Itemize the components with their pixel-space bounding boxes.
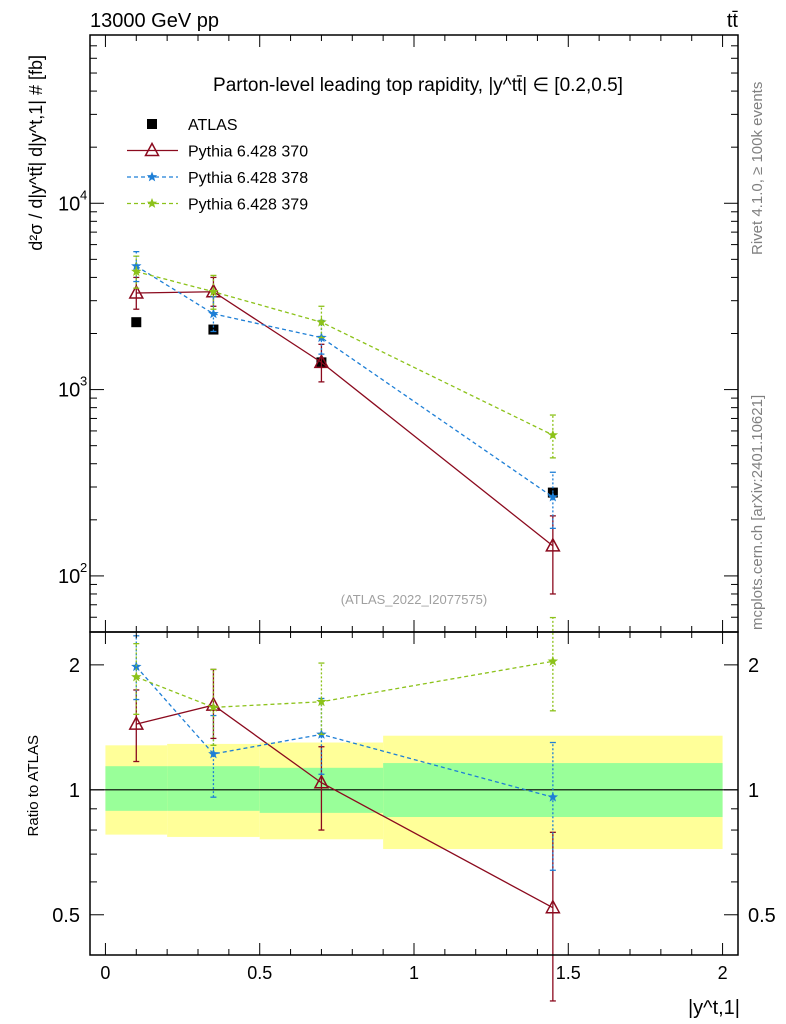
data-point-p378 bbox=[131, 260, 142, 271]
data-point-p370 bbox=[545, 537, 561, 552]
legend-marker-atlas bbox=[147, 119, 157, 129]
legend-item-p378: Pythia 6.428 378 bbox=[127, 170, 308, 187]
ratio-tick-label-left: 1 bbox=[69, 780, 80, 802]
legend-item-p379: Pythia 6.428 379 bbox=[127, 197, 308, 214]
y-tick-label: 10 bbox=[58, 566, 80, 588]
ratio-point-p378 bbox=[208, 748, 219, 759]
rivet-label: Rivet 4.1.0, ≥ 100k events bbox=[749, 82, 766, 255]
ratio-point-p370 bbox=[128, 715, 145, 730]
series-p378 bbox=[131, 250, 559, 871]
data-point-p379 bbox=[208, 286, 219, 297]
ratio-y-axis-label: Ratio to ATLAS bbox=[25, 735, 42, 836]
data-point-p379 bbox=[547, 429, 559, 440]
analysis-label: (ATLAS_2022_I2077575) bbox=[341, 592, 487, 607]
legend: ATLAS Pythia 6.428 370 Pythia 6.428 378 Pyt… bbox=[127, 117, 308, 214]
ratio-point-p379 bbox=[316, 696, 327, 707]
series-p379 bbox=[131, 255, 559, 746]
ratio-point-p379 bbox=[131, 671, 142, 682]
ratio-point-p379 bbox=[547, 655, 559, 666]
legend-marker-p370 bbox=[144, 141, 160, 157]
ratio-point-p370 bbox=[313, 774, 330, 789]
ratio-tick-label-right: 0.5 bbox=[748, 905, 776, 927]
series-atlas bbox=[131, 317, 558, 498]
ratio-point-p379 bbox=[208, 701, 219, 712]
ratio-point-p378 bbox=[547, 791, 559, 802]
legend-label: Pythia 6.428 379 bbox=[188, 197, 308, 214]
ratio-tick-label-left: 2 bbox=[69, 655, 80, 677]
y-tick-exponent: 2 bbox=[80, 560, 87, 575]
chart-title: Parton-level leading top rapidity, |y^tt… bbox=[213, 75, 623, 96]
legend-label: Pythia 6.428 370 bbox=[188, 144, 308, 161]
data-point-atlas bbox=[131, 317, 142, 328]
ratio-point-p370 bbox=[545, 899, 561, 914]
legend-item-p370: Pythia 6.428 370 bbox=[127, 141, 308, 161]
legend-marker-p379 bbox=[146, 198, 158, 208]
legend-label: Pythia 6.428 378 bbox=[188, 170, 308, 187]
ratio-line-p379 bbox=[136, 660, 553, 709]
data-point-p379 bbox=[316, 316, 327, 327]
legend-marker-p378 bbox=[146, 171, 158, 182]
x-tick-label: 1 bbox=[409, 963, 419, 983]
y-tick-label: 10 bbox=[58, 193, 80, 215]
data-point-p379 bbox=[131, 266, 142, 276]
legend-label: ATLAS bbox=[188, 117, 238, 134]
x-tick-label: 2 bbox=[718, 963, 728, 983]
y-tick-label: 10 bbox=[58, 380, 80, 402]
ratio-tick-label-right: 2 bbox=[748, 655, 759, 677]
header-left: 13000 GeV pp bbox=[90, 10, 219, 32]
header-right: tt̄ bbox=[727, 10, 739, 32]
series-line-p370 bbox=[136, 291, 554, 547]
ratio-tick-label-left: 0.5 bbox=[52, 905, 80, 927]
series-line-p378 bbox=[135, 265, 554, 498]
y-tick-exponent: 4 bbox=[80, 187, 87, 202]
ratio-tick-label-right: 1 bbox=[748, 780, 759, 802]
x-tick-label: 0.5 bbox=[247, 963, 272, 983]
mcplots-label: mcplots.cern.ch [arXiv:2401.10621] bbox=[749, 395, 766, 630]
x-tick-label: 0 bbox=[100, 963, 110, 983]
x-tick-label: 1.5 bbox=[556, 963, 581, 983]
y-tick-exponent: 3 bbox=[80, 374, 87, 389]
ratio-line-p378 bbox=[135, 666, 554, 798]
y-axis-label: d²σ / d|y^tt̄| d|y^t,1| # [fb] bbox=[26, 55, 46, 251]
data-point-p378 bbox=[547, 491, 559, 502]
data-point-p370 bbox=[128, 284, 145, 299]
series-layer bbox=[128, 250, 561, 1002]
series-p370 bbox=[128, 276, 561, 1002]
ratio-point-p370 bbox=[205, 696, 222, 711]
x-axis-label: |y^t,1| bbox=[688, 997, 740, 1019]
data-point-p378 bbox=[208, 308, 219, 319]
band-inner bbox=[105, 766, 168, 811]
data-point-p370 bbox=[313, 353, 330, 369]
legend-item-atlas: ATLAS bbox=[147, 117, 238, 134]
series-line-p379 bbox=[136, 270, 554, 436]
